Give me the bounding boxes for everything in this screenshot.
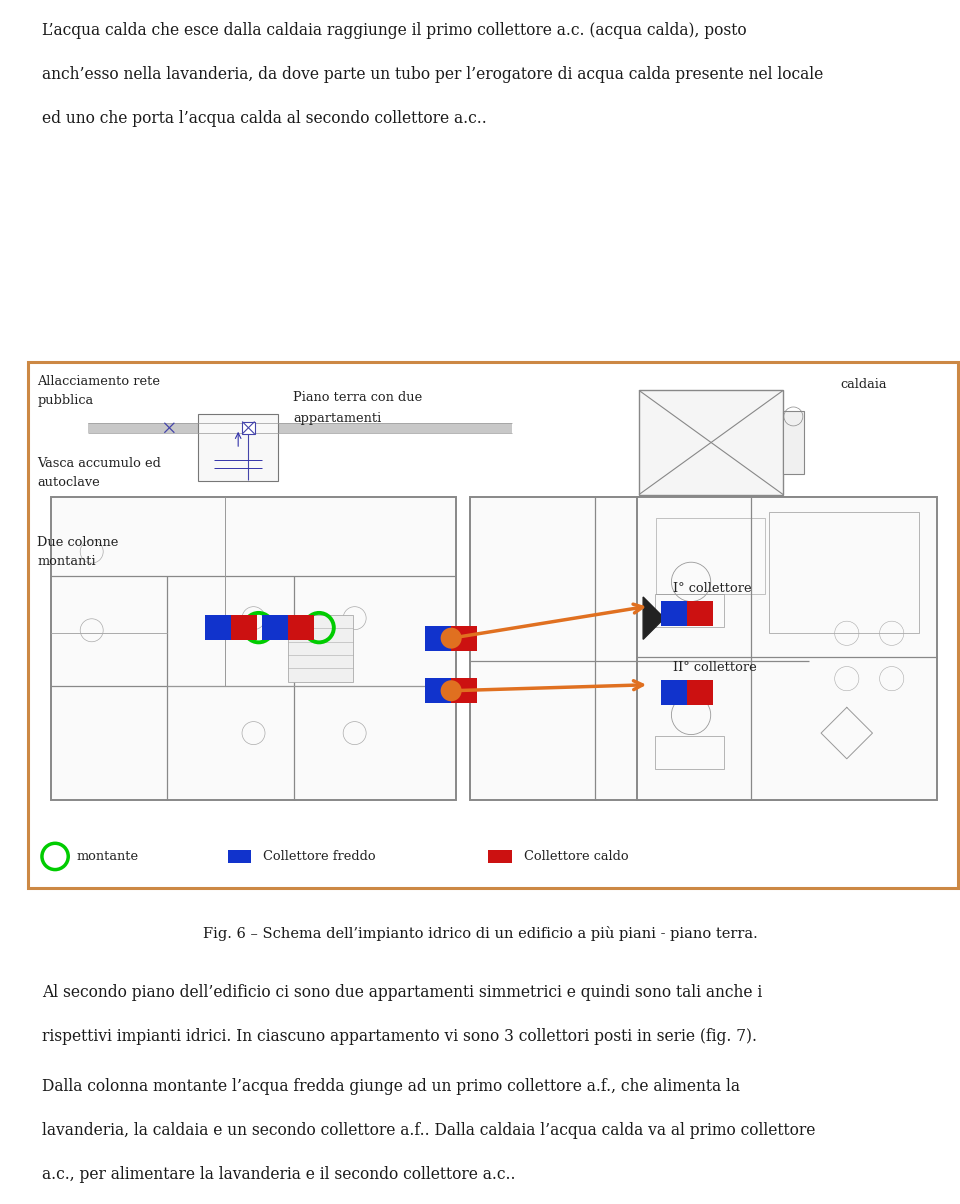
Bar (228, 850, 252, 863)
Bar (655, 594, 724, 627)
Text: a.c., per alimentare la lavanderia e il secondo collettore a.c..: a.c., per alimentare la lavanderia e il … (42, 1165, 516, 1184)
Text: lavanderia, la caldaia e un secondo collettore a.f.. Dalla caldaia l’acqua calda: lavanderia, la caldaia e un secondo coll… (42, 1122, 815, 1139)
Bar (637, 497, 937, 799)
Bar (262, 615, 288, 641)
Bar (451, 678, 477, 703)
Bar (639, 390, 783, 495)
Bar (425, 626, 451, 651)
Text: ed uno che porta l’acqua calda al secondo collettore a.c..: ed uno che porta l’acqua calda al second… (42, 110, 487, 126)
Bar (451, 626, 477, 651)
Bar (198, 414, 278, 482)
Bar (204, 615, 230, 641)
Bar (88, 423, 512, 432)
Bar (425, 678, 451, 703)
Bar (655, 736, 724, 769)
Bar (28, 362, 958, 889)
Circle shape (441, 680, 462, 701)
Bar (687, 679, 713, 704)
Text: Collettore freddo: Collettore freddo (263, 850, 375, 863)
Bar (657, 519, 765, 594)
Bar (769, 513, 919, 633)
Circle shape (441, 627, 462, 649)
Bar (661, 601, 687, 626)
Bar (687, 601, 713, 626)
Bar (242, 421, 254, 433)
Text: Due colonne
montanti: Due colonne montanti (37, 536, 119, 567)
Text: Vasca accumulo ed
autoclave: Vasca accumulo ed autoclave (37, 456, 161, 489)
Text: Piano terra con due
appartamenti: Piano terra con due appartamenti (293, 391, 422, 425)
Bar (230, 615, 256, 641)
Bar (489, 850, 512, 863)
Bar (51, 497, 456, 799)
Bar (288, 615, 315, 641)
Bar (469, 497, 809, 799)
Text: rispettivi impianti idrici. In ciascuno appartamento vi sono 3 collettori posti : rispettivi impianti idrici. In ciascuno … (42, 1028, 757, 1045)
Bar (661, 679, 687, 704)
Text: II° collettore: II° collettore (673, 661, 756, 673)
Text: Allacciamento rete
pubblica: Allacciamento rete pubblica (37, 376, 160, 407)
Text: Dalla colonna montante l’acqua fredda giunge ad un primo collettore a.f., che al: Dalla colonna montante l’acqua fredda gi… (42, 1078, 740, 1094)
Text: Collettore caldo: Collettore caldo (523, 850, 628, 863)
Text: Al secondo piano dell’edificio ci sono due appartamenti simmetrici e quindi sono: Al secondo piano dell’edificio ci sono d… (42, 984, 762, 1001)
Text: anch’esso nella lavanderia, da dove parte un tubo per l’erogatore di acqua calda: anch’esso nella lavanderia, da dove part… (42, 66, 824, 83)
Text: montante: montante (76, 850, 138, 863)
Bar (783, 412, 804, 473)
Text: Fig. 6 – Schema dell’impianto idrico di un edificio a più piani - piano terra.: Fig. 6 – Schema dell’impianto idrico di … (203, 926, 757, 942)
Text: L’acqua calda che esce dalla caldaia raggiunge il primo collettore a.c. (acqua c: L’acqua calda che esce dalla caldaia rag… (42, 22, 747, 39)
Text: caldaia: caldaia (840, 378, 886, 391)
Bar (288, 615, 352, 681)
Polygon shape (643, 597, 664, 639)
Text: I° collettore: I° collettore (673, 582, 752, 595)
